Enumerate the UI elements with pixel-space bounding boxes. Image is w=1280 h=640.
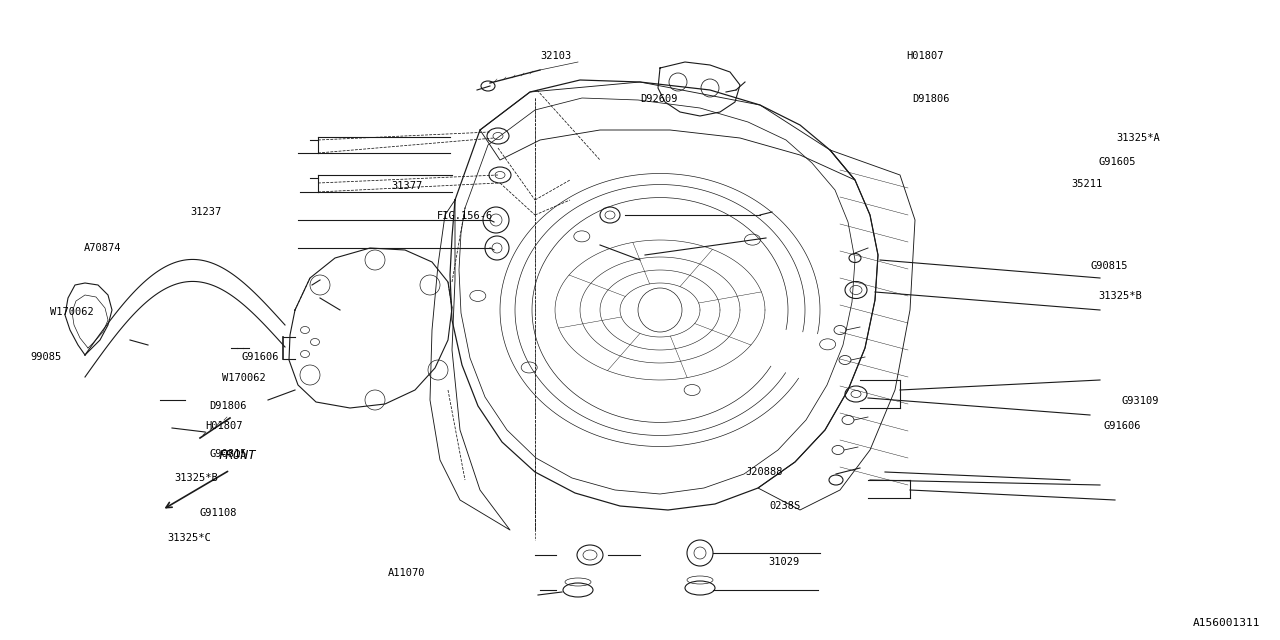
Text: J20888: J20888 <box>745 467 782 477</box>
Text: 31377: 31377 <box>392 180 422 191</box>
Text: 31325*B: 31325*B <box>174 473 218 483</box>
Text: 31325*C: 31325*C <box>168 532 211 543</box>
Text: 35211: 35211 <box>1071 179 1102 189</box>
Text: H01807: H01807 <box>906 51 943 61</box>
Text: A11070: A11070 <box>388 568 425 578</box>
Text: FIG.156-6: FIG.156-6 <box>436 211 493 221</box>
Text: W170062: W170062 <box>223 372 266 383</box>
Text: A70874: A70874 <box>84 243 122 253</box>
Text: 31325*B: 31325*B <box>1098 291 1142 301</box>
Text: G91605: G91605 <box>1098 157 1135 167</box>
Text: 0238S: 0238S <box>769 500 800 511</box>
Text: FRONT: FRONT <box>218 449 256 462</box>
Text: G90815: G90815 <box>1091 260 1128 271</box>
Text: A156001311: A156001311 <box>1193 618 1260 628</box>
Text: G90815: G90815 <box>210 449 247 460</box>
Text: G93109: G93109 <box>1121 396 1158 406</box>
Text: D91806: D91806 <box>210 401 247 412</box>
Text: 99085: 99085 <box>31 352 61 362</box>
Text: D92609: D92609 <box>640 94 677 104</box>
Text: W170062: W170062 <box>50 307 93 317</box>
Text: 32103: 32103 <box>540 51 571 61</box>
Text: D91806: D91806 <box>913 94 950 104</box>
Text: H01807: H01807 <box>206 420 243 431</box>
Text: 31325*A: 31325*A <box>1116 132 1160 143</box>
Text: 31237: 31237 <box>191 207 221 218</box>
Text: G91606: G91606 <box>242 352 279 362</box>
Text: G91108: G91108 <box>200 508 237 518</box>
Text: 31029: 31029 <box>768 557 799 567</box>
Text: G91606: G91606 <box>1103 420 1140 431</box>
